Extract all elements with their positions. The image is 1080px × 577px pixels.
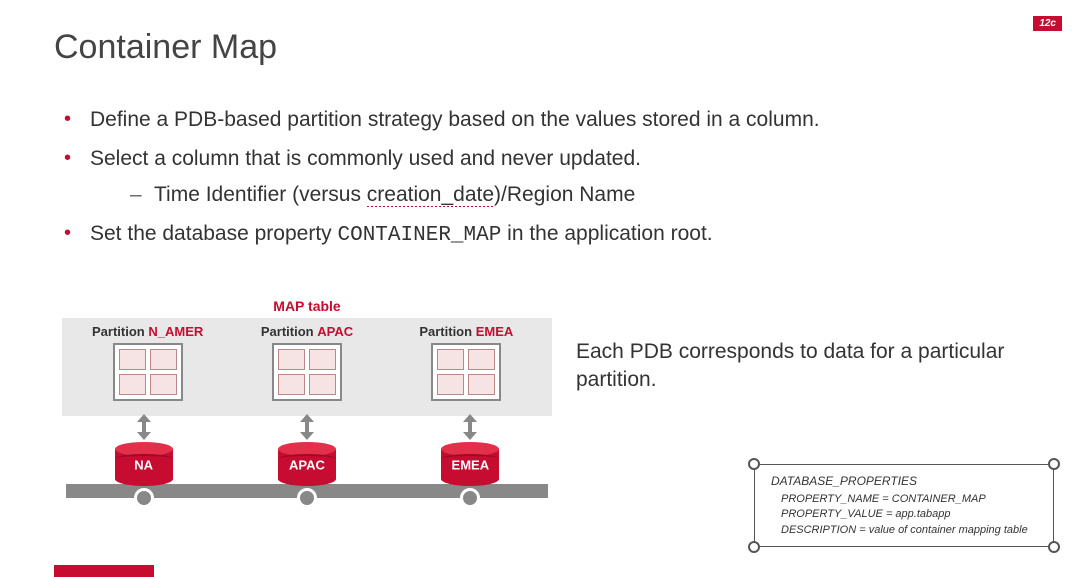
wheel-icon <box>460 488 480 508</box>
partition-word: Partition <box>92 324 145 339</box>
database-properties-box: DATABASE_PROPERTIES PROPERTY_NAME = CONT… <box>754 464 1054 547</box>
table-icon <box>113 343 183 401</box>
database-cylinder-icon: APAC <box>278 442 336 486</box>
page-title: Container Map <box>54 28 1026 67</box>
database-cylinder-icon: EMEA <box>441 442 499 486</box>
cylinder-label: APAC <box>289 457 325 472</box>
bullet-code: CONTAINER_MAP <box>338 224 502 247</box>
cylinder-label: NA <box>134 457 153 472</box>
dbprops-header: DATABASE_PROPERTIES <box>771 473 1041 490</box>
wheel-icon <box>134 488 154 508</box>
wheel-icon <box>297 488 317 508</box>
database-cylinder-icon: NA <box>115 442 173 486</box>
scroll-curl-icon <box>748 541 760 553</box>
partition-column: Partition N_AMER <box>73 324 223 401</box>
diagram: MAP table Partition N_AMER Partition APA… <box>62 298 552 508</box>
partition-title: Partition N_AMER <box>73 324 223 339</box>
partition-title: Partition APAC <box>232 324 382 339</box>
arrow-row <box>62 414 552 440</box>
footer-accent-bar <box>54 565 154 577</box>
sub-text-post: )/Region Name <box>494 183 635 206</box>
sub-bullet-item: Time Identifier (versus creation_date)/R… <box>90 180 1026 209</box>
bullet-text: Select a column that is commonly used an… <box>90 147 641 170</box>
dbprops-row: DESCRIPTION = value of container mapping… <box>771 523 1041 538</box>
scroll-curl-icon <box>748 458 760 470</box>
partition-word: Partition <box>419 324 472 339</box>
bullet-item: Set the database property CONTAINER_MAP … <box>62 219 1026 250</box>
partition-name: APAC <box>317 324 353 339</box>
dbprops-row: PROPERTY_VALUE = app.tabapp <box>771 507 1041 522</box>
double-arrow-icon <box>136 414 152 440</box>
bullet-text-post: in the application root. <box>501 222 712 245</box>
version-badge: 12c <box>1033 16 1062 31</box>
sub-list: Time Identifier (versus creation_date)/R… <box>90 180 1026 209</box>
bullet-item: Select a column that is commonly used an… <box>62 144 1026 209</box>
table-icon <box>272 343 342 401</box>
dbprops-row: PROPERTY_NAME = CONTAINER_MAP <box>771 492 1041 507</box>
partition-title: Partition EMEA <box>391 324 541 339</box>
scroll-curl-icon <box>1048 458 1060 470</box>
partition-band: Partition N_AMER Partition APAC Partitio… <box>62 318 552 416</box>
bullet-text-pre: Set the database property <box>90 222 338 245</box>
scroll-curl-icon <box>1048 541 1060 553</box>
partition-name: N_AMER <box>148 324 203 339</box>
cylinder-label: EMEA <box>452 457 490 472</box>
slide: 12c Container Map Define a PDB-based par… <box>0 0 1080 577</box>
bullet-item: Define a PDB-based partition strategy ba… <box>62 105 1026 134</box>
cylinder-row: NA APAC EMEA <box>62 442 552 486</box>
partition-word: Partition <box>261 324 314 339</box>
explanation-text: Each PDB corresponds to data for a parti… <box>576 338 1016 395</box>
partition-column: Partition EMEA <box>391 324 541 401</box>
double-arrow-icon <box>299 414 315 440</box>
table-icon <box>431 343 501 401</box>
partition-column: Partition APAC <box>232 324 382 401</box>
bullet-list: Define a PDB-based partition strategy ba… <box>54 105 1026 251</box>
double-arrow-icon <box>462 414 478 440</box>
map-table-label: MAP table <box>62 298 552 314</box>
partition-name: EMEA <box>476 324 514 339</box>
sub-text-pre: Time Identifier (versus <box>154 183 367 206</box>
sub-text-underline: creation_date <box>367 183 494 207</box>
